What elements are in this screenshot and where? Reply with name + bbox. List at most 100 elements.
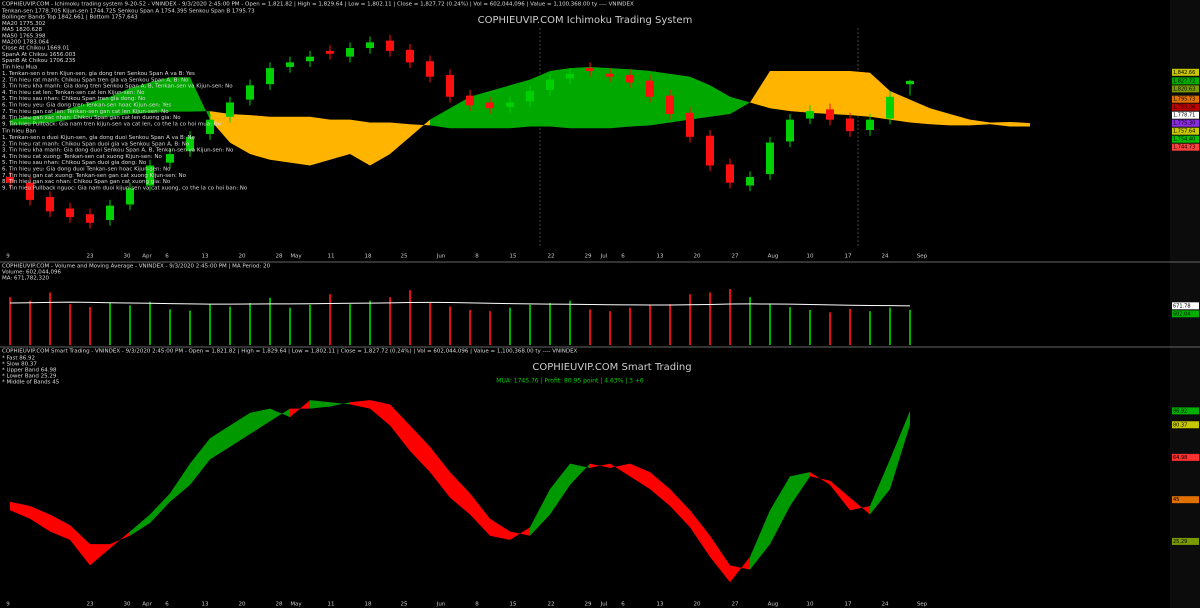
ichimoku-cloud bbox=[970, 119, 990, 126]
candle-body bbox=[66, 208, 74, 218]
x-tick-label: 11 bbox=[328, 602, 335, 608]
ichimoku-cloud bbox=[110, 88, 130, 117]
signal-title: Tin hieu Mua bbox=[1, 65, 37, 71]
candle-body bbox=[686, 112, 694, 137]
ichimoku-cloud bbox=[630, 69, 650, 127]
volume-bar bbox=[369, 300, 371, 345]
trend-ribbon bbox=[890, 410, 910, 490]
trend-ribbon bbox=[90, 544, 110, 566]
axis-label-box bbox=[1172, 85, 1199, 93]
x-tick-label: 27 bbox=[732, 254, 739, 260]
x-tick-label: Jun bbox=[436, 602, 446, 608]
info-line: SpanA At Chikou 1656.003 bbox=[2, 52, 76, 58]
info-line: 4. Tin hieu cat len: Tenkan-sen cat len … bbox=[2, 90, 145, 96]
candle-body bbox=[86, 214, 94, 223]
x-tick-label: 24 bbox=[882, 602, 889, 608]
volume-bar bbox=[709, 292, 711, 345]
ichimoku-cloud bbox=[830, 70, 850, 116]
x-tick-label: 27 bbox=[732, 602, 739, 608]
candle-body bbox=[866, 119, 874, 130]
ichimoku-cloud bbox=[90, 96, 110, 117]
info-line: 3. Tin hieu kha manh: Gia dong tren Senk… bbox=[2, 84, 233, 90]
axis-label-box bbox=[1172, 111, 1199, 119]
ichimoku-cloud bbox=[1010, 121, 1030, 127]
trend-ribbon bbox=[650, 472, 670, 507]
x-tick-label: Apr bbox=[142, 602, 152, 608]
ichimoku-cloud bbox=[930, 108, 950, 126]
x-tick-label: 9 bbox=[6, 254, 10, 260]
trend-ribbon bbox=[10, 501, 30, 519]
ichimoku-cloud bbox=[690, 76, 710, 120]
x-tick-label: 20 bbox=[694, 254, 701, 260]
ichimoku-cloud bbox=[770, 70, 790, 112]
x-tick-label: May bbox=[290, 602, 302, 608]
axis-label-box bbox=[1172, 143, 1199, 151]
candle-body bbox=[666, 95, 674, 114]
candle-body bbox=[366, 42, 374, 49]
volume-bar bbox=[169, 309, 171, 345]
axis-label: 1,744.73 bbox=[1173, 145, 1195, 151]
panel-header: COPHIEUVIP.COM Smart Trading - VNINDEX -… bbox=[2, 349, 578, 355]
axis-label: 1,757.64 bbox=[1173, 129, 1195, 135]
trend-ribbon bbox=[610, 463, 630, 477]
x-tick-label: 20 bbox=[239, 602, 246, 608]
x-tick-label: 10 bbox=[807, 254, 814, 260]
trend-ribbon bbox=[150, 493, 170, 523]
trend-ribbon bbox=[190, 438, 210, 485]
trend-ribbon bbox=[470, 493, 490, 536]
ichimoku-cloud bbox=[190, 77, 210, 120]
volume-bar bbox=[529, 304, 531, 345]
x-tick-label: 6 bbox=[621, 254, 625, 260]
trend-ribbon bbox=[850, 497, 870, 515]
ichimoku-cloud bbox=[610, 68, 630, 129]
info-line: 8. Tin hieu gan xac nhan: Chikou Span ga… bbox=[2, 179, 171, 185]
trend-ribbon bbox=[310, 400, 330, 409]
trend-ribbon bbox=[290, 400, 310, 418]
candle-body bbox=[306, 56, 314, 62]
x-tick-label: 9 bbox=[6, 602, 10, 608]
volume-bar bbox=[309, 304, 311, 345]
trend-ribbon bbox=[130, 514, 150, 536]
candle-body bbox=[626, 74, 634, 83]
trend-ribbon bbox=[490, 518, 510, 540]
candle-body bbox=[46, 197, 54, 212]
candle-body bbox=[746, 176, 754, 186]
candle-body bbox=[206, 119, 214, 134]
trend-ribbon bbox=[410, 425, 430, 473]
ichimoku-cloud bbox=[230, 113, 250, 155]
axis-label: 80.37 bbox=[1173, 422, 1187, 428]
ichimoku-cloud bbox=[30, 113, 50, 125]
candle-body bbox=[146, 165, 154, 186]
volume-bar bbox=[449, 306, 451, 345]
volume-bar bbox=[349, 304, 351, 345]
info-line: 8. Tin hieu gan xac nhan: Chikou Span ga… bbox=[2, 115, 181, 121]
trend-ribbon bbox=[30, 506, 50, 532]
info-line: Bollinger Bands Top 1842.661 | Bottom 17… bbox=[2, 15, 138, 21]
volume-bar bbox=[429, 303, 431, 345]
candle-body bbox=[126, 188, 134, 205]
axis-label-box bbox=[1172, 310, 1199, 318]
x-tick-label: 30 bbox=[124, 254, 131, 260]
x-tick-label: 22 bbox=[548, 254, 555, 260]
axis-label-box bbox=[1172, 421, 1199, 429]
volume-bar bbox=[329, 294, 331, 345]
trend-ribbon bbox=[70, 525, 90, 566]
x-tick-label: 13 bbox=[202, 254, 209, 260]
x-tick-label: 13 bbox=[657, 602, 664, 608]
axis-label-box bbox=[1172, 68, 1199, 76]
x-tick-label: 8 bbox=[475, 602, 479, 608]
volume-bar bbox=[469, 310, 471, 345]
candle-body bbox=[266, 68, 274, 85]
panel-header: COPHIEUVIP.COM - Ichimoku trading system… bbox=[2, 2, 634, 8]
volume-bar bbox=[9, 297, 11, 345]
x-tick-label: 23 bbox=[87, 254, 94, 260]
ichimoku-cloud bbox=[410, 119, 430, 137]
candle-body bbox=[546, 79, 554, 90]
trend-ribbon bbox=[330, 402, 350, 407]
ichimoku-cloud bbox=[650, 70, 670, 126]
info-line: 5. Tin hieu sau nhan: Chikou Span duoi g… bbox=[2, 160, 147, 166]
x-tick-label: 18 bbox=[365, 602, 372, 608]
x-tick-label: 25 bbox=[401, 254, 408, 260]
volume-bar bbox=[109, 303, 111, 345]
volume-bar bbox=[629, 307, 631, 345]
